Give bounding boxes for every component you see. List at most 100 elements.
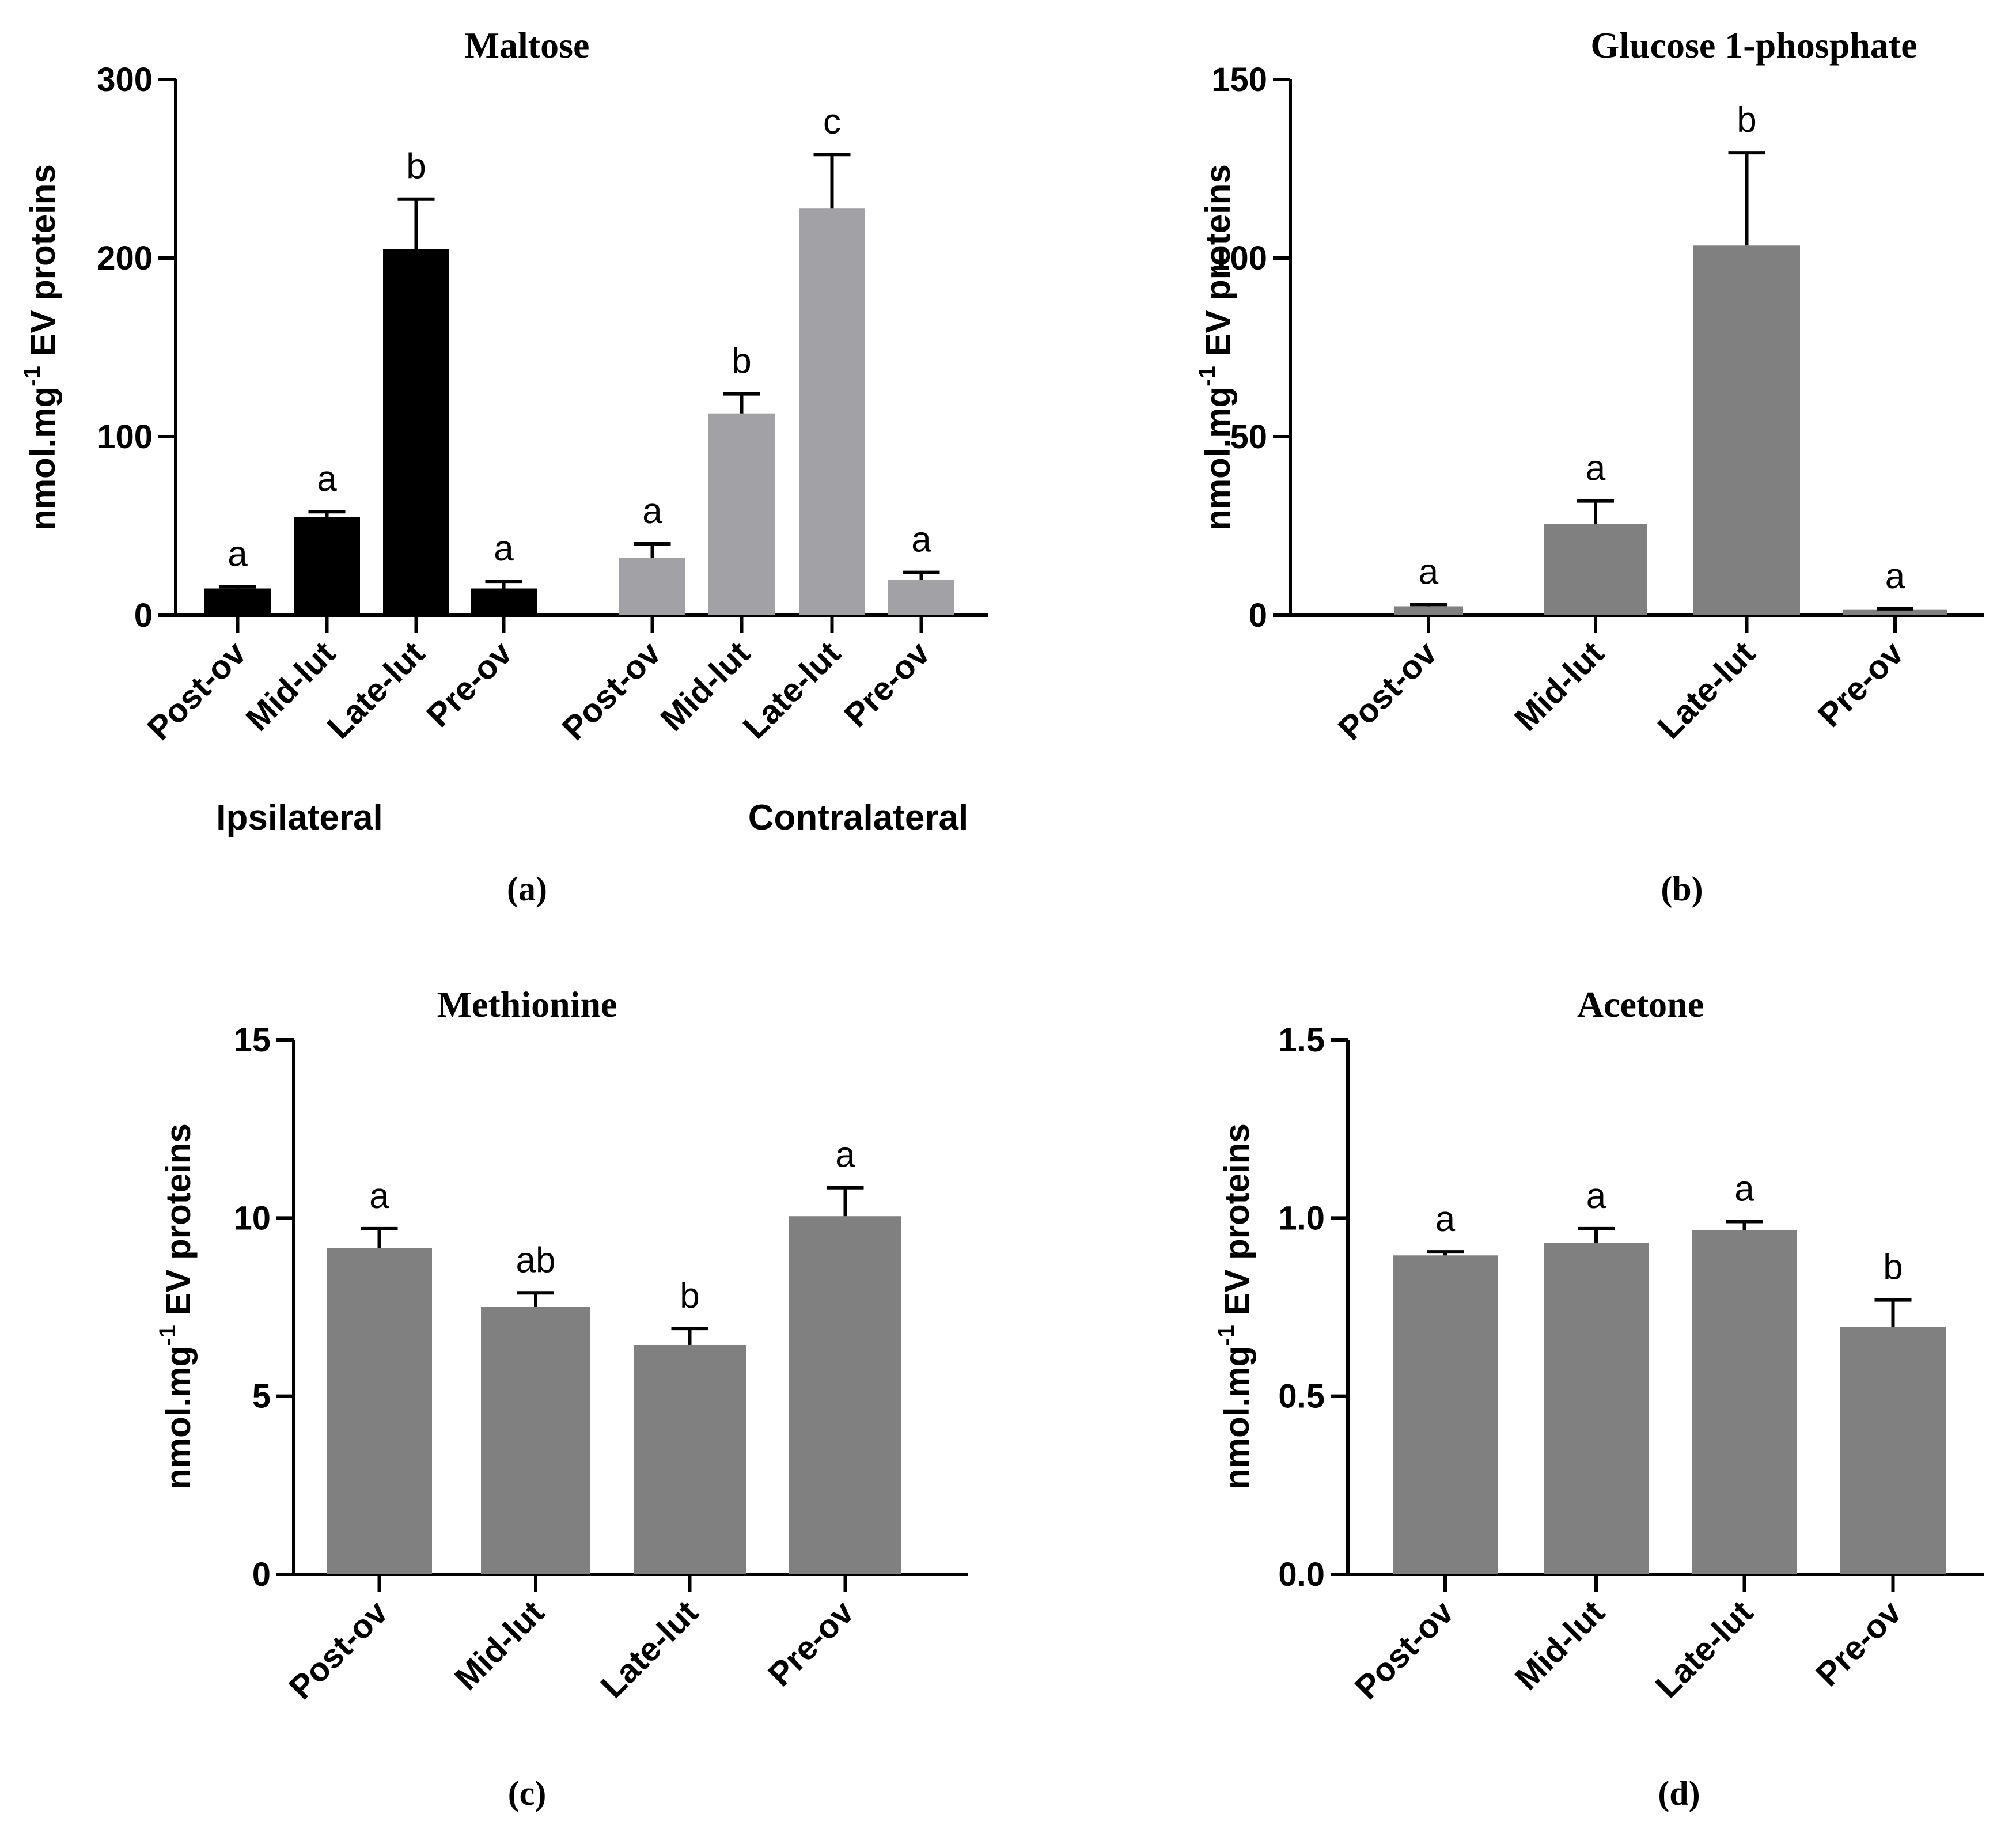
y-axis-label-rest: EV proteins [1199, 164, 1237, 366]
y-axis-label-main: nmol.mg [159, 1346, 198, 1490]
significance-letter: b [1883, 1248, 1903, 1287]
panel-label: (b) [1661, 870, 1703, 908]
significance-letter: b [1737, 100, 1756, 140]
chart-title: Glucose 1-phosphate [1590, 25, 1917, 66]
significance-letter: a [369, 1176, 389, 1216]
panel-label: (d) [1658, 1774, 1700, 1812]
x-tick-label: Pre-ov [1809, 1593, 1909, 1694]
group-label: Ipsilateral [216, 798, 382, 838]
y-tick-label: 10 [233, 1199, 271, 1237]
bar [1544, 524, 1647, 615]
y-axis-label-superscript: -1 [1195, 366, 1220, 387]
x-tick-label: Late-lut [1649, 1593, 1760, 1705]
y-tick-label: 0 [1249, 597, 1267, 634]
bar [1544, 1243, 1649, 1574]
panel-label: (c) [508, 1774, 547, 1812]
y-axis-label: nmol.mg-1 EV proteins [1214, 1123, 1256, 1490]
y-axis-label-superscript: -1 [20, 366, 45, 387]
y-tick-label: 0.5 [1278, 1378, 1325, 1415]
bar [294, 517, 360, 615]
significance-letter: b [680, 1276, 699, 1316]
bar [799, 208, 865, 615]
x-tick-label: Post-ov [1331, 634, 1444, 747]
x-tick-label: Post-ov [1348, 1593, 1461, 1706]
bar [708, 413, 775, 615]
y-axis-label: nmol.mg-1 EV proteins [1195, 164, 1237, 531]
x-tick-label: Late-lut [320, 634, 432, 746]
significance-letter: a [1586, 449, 1606, 488]
y-tick-label: 1.5 [1278, 1021, 1325, 1059]
y-axis-label-superscript: -1 [1214, 1325, 1239, 1346]
x-tick-label: Pre-ov [1811, 634, 1911, 734]
y-tick-label: 0 [134, 597, 153, 634]
x-tick-label: Late-lut [736, 634, 848, 746]
y-tick-label: 5 [252, 1378, 271, 1415]
chart-panel-d: Acetone 0.0 0.5 1.0 1.5 nmol.mg-1 EV proteins… [1214, 984, 1984, 1812]
chart-title: Acetone [1577, 984, 1704, 1025]
significance-letter: ab [516, 1240, 556, 1280]
chart-panel-c: Methionine 0 5 10 15 nmol.mg-1 EV proteins a Po… [155, 984, 968, 1812]
y-tick-label: 150 [1211, 61, 1267, 99]
y-axis-label-main: nmol.mg [1218, 1346, 1256, 1490]
y-axis-label-main: nmol.mg [24, 387, 62, 531]
significance-letter: a [1734, 1169, 1754, 1209]
bar [327, 1248, 432, 1574]
x-tick-label: Pre-ov [837, 634, 937, 734]
bar [1393, 1255, 1498, 1574]
bar [789, 1216, 901, 1574]
bar [481, 1307, 590, 1574]
y-tick-label: 100 [97, 418, 153, 456]
y-tick-label: 100 [1211, 240, 1267, 277]
y-axis-label-rest: EV proteins [24, 164, 62, 366]
significance-letter: c [823, 102, 841, 142]
significance-letter: a [1885, 556, 1905, 596]
bar [1692, 1230, 1797, 1574]
panel-label: (a) [507, 870, 547, 908]
y-tick-label: 0 [252, 1556, 271, 1593]
bar [471, 588, 537, 615]
significance-letter: a [911, 520, 931, 560]
significance-letter: a [317, 459, 337, 499]
chart-panel-b: Glucose 1-phosphate 0 50 100 150 nmol.mg-1 EV… [1195, 25, 1984, 908]
y-axis-label-main: nmol.mg [1199, 387, 1237, 531]
bar [204, 588, 271, 615]
x-tick-label: Post-ov [282, 1593, 395, 1706]
y-axis-label: nmol.mg-1 EV proteins [155, 1123, 198, 1490]
y-axis-label: nmol.mg-1 EV proteins [20, 164, 62, 531]
significance-letter: a [1419, 552, 1439, 592]
x-tick-label: Pre-ov [419, 634, 520, 734]
significance-letter: b [732, 342, 751, 381]
x-tick-label: Pre-ov [761, 1593, 861, 1694]
y-axis-label-rest: EV proteins [1218, 1123, 1256, 1325]
group-label: Contralateral [748, 798, 968, 838]
significance-letter: a [494, 529, 514, 569]
significance-letter: a [1586, 1176, 1606, 1216]
x-tick-label: Mid-lut [448, 1593, 551, 1697]
chart-title: Maltose [465, 25, 590, 66]
chart-panel-a: Maltose 0 100 200 300 nmol.mg-1 EV proteins a P… [20, 25, 988, 908]
bar [1693, 245, 1800, 615]
y-tick-label: 0.0 [1278, 1556, 1325, 1593]
significance-letter: a [228, 534, 248, 574]
x-tick-label: Mid-lut [1508, 1593, 1612, 1697]
y-tick-label: 200 [97, 240, 153, 277]
y-tick-label: 1.0 [1278, 1199, 1325, 1237]
x-tick-label: Post-ov [140, 634, 253, 747]
y-axis-label-superscript: -1 [155, 1325, 180, 1346]
y-tick-label: 300 [97, 61, 153, 99]
bar [1840, 1327, 1946, 1574]
x-tick-label: Mid-lut [1507, 634, 1611, 738]
significance-letter: a [835, 1135, 855, 1175]
bar [1394, 606, 1463, 615]
bar [1843, 609, 1947, 615]
x-tick-label: Late-lut [1651, 634, 1763, 746]
bar [634, 1344, 746, 1574]
significance-letter: a [1435, 1199, 1456, 1239]
y-tick-label: 15 [233, 1021, 271, 1059]
x-tick-label: Late-lut [594, 1593, 706, 1705]
bar [383, 249, 449, 615]
y-tick-label: 50 [1230, 418, 1267, 456]
y-axis-label-rest: EV proteins [159, 1123, 198, 1325]
significance-letter: b [406, 147, 426, 187]
